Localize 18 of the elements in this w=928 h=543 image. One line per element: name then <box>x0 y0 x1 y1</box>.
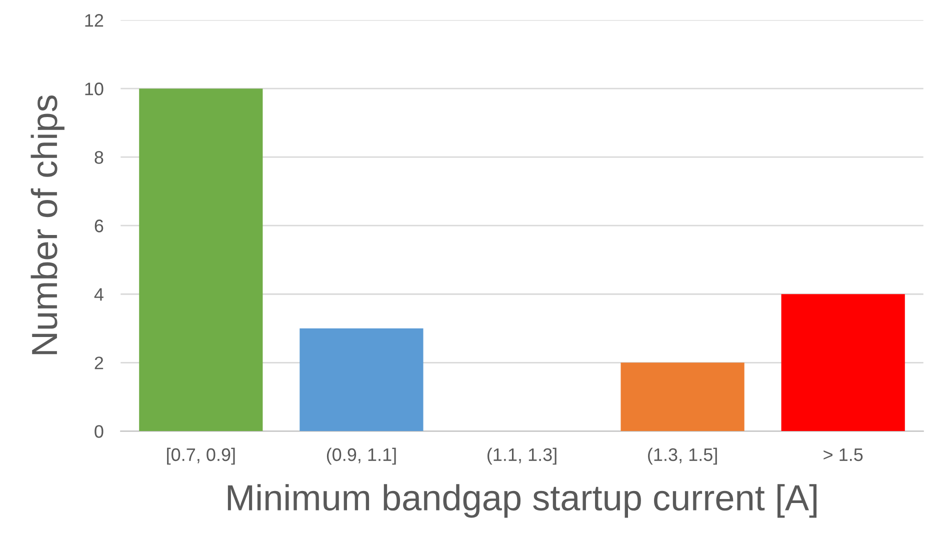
bar <box>620 362 744 432</box>
x-tick-label: (1.1, 1.3] <box>487 448 556 465</box>
y-tick-label: 0 <box>94 425 104 438</box>
x-tick-label: [0.7, 0.9] <box>167 448 235 465</box>
bar <box>139 88 263 432</box>
bar <box>781 294 905 432</box>
y-tick-label: 8 <box>94 151 104 164</box>
y-tick-label: 12 <box>85 14 104 27</box>
y-tick-label: 4 <box>94 288 104 301</box>
x-tick-label: (1.3, 1.5] <box>648 448 717 465</box>
y-tick-label: 6 <box>94 220 104 232</box>
x-tick-label: > 1.5 <box>824 448 863 462</box>
x-axis-title: Minimum bandgap startup current [A] <box>228 484 816 518</box>
y-axis-title: Number of chips <box>30 95 64 354</box>
y-tick-label: 10 <box>85 82 104 96</box>
x-tick-label: (0.9, 1.1] <box>326 448 396 465</box>
bar <box>300 328 424 432</box>
y-tick-label: 2 <box>94 356 104 370</box>
